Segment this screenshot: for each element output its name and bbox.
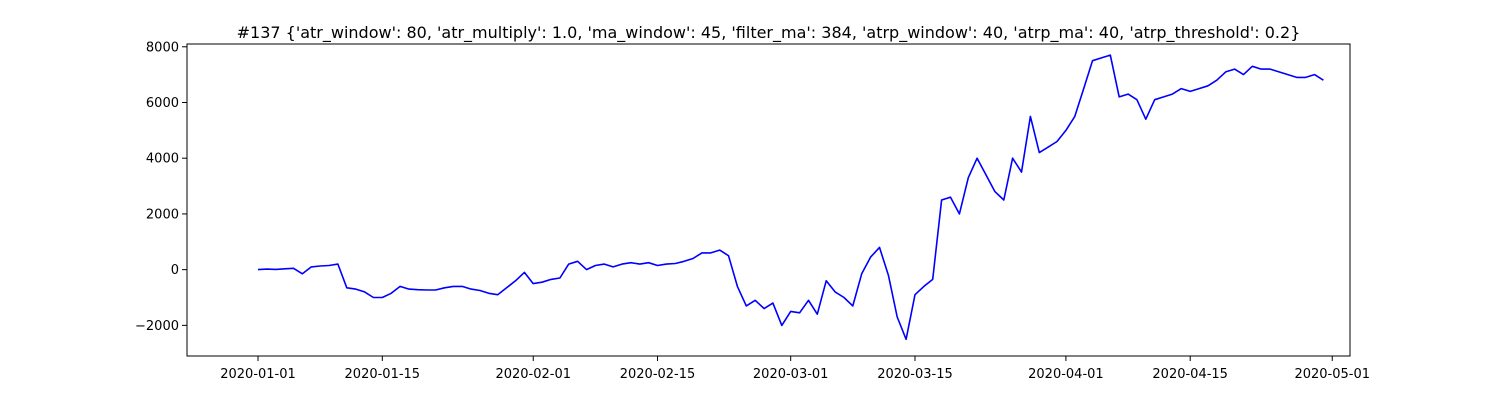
x-tick-label: 2020-01-01 <box>220 367 296 382</box>
x-tick-label: 2020-04-01 <box>1028 367 1104 382</box>
x-tick-label: 2020-04-15 <box>1152 367 1228 382</box>
x-tick-label: 2020-01-15 <box>345 367 421 382</box>
plot-frame <box>186 43 1351 357</box>
series-layer <box>257 54 1324 341</box>
y-tick-label: 6000 <box>146 96 179 111</box>
x-tick-label: 2020-03-15 <box>877 367 953 382</box>
y-tick-label: 0 <box>171 263 179 278</box>
y-tick-label: 2000 <box>146 207 179 222</box>
x-tick-label: 2020-03-01 <box>753 367 829 382</box>
series-line-0 <box>257 54 1324 341</box>
y-tick-label: 8000 <box>146 40 179 55</box>
y-tick-label: 4000 <box>146 152 179 167</box>
y-axis: −2000 0 2000 4000 6000 8000 <box>135 40 187 334</box>
chart-title: #137 {'atr_window': 80, 'atr_multiply': … <box>237 23 1301 43</box>
x-axis: 2020-01-01 2020-01-15 2020-02-01 2020-02-15… <box>220 356 1370 382</box>
y-tick-label: −2000 <box>135 319 179 334</box>
x-tick-label: 2020-02-01 <box>495 367 571 382</box>
x-tick-label: 2020-05-01 <box>1294 367 1370 382</box>
plot-background <box>187 44 1350 356</box>
x-tick-label: 2020-02-15 <box>620 367 696 382</box>
